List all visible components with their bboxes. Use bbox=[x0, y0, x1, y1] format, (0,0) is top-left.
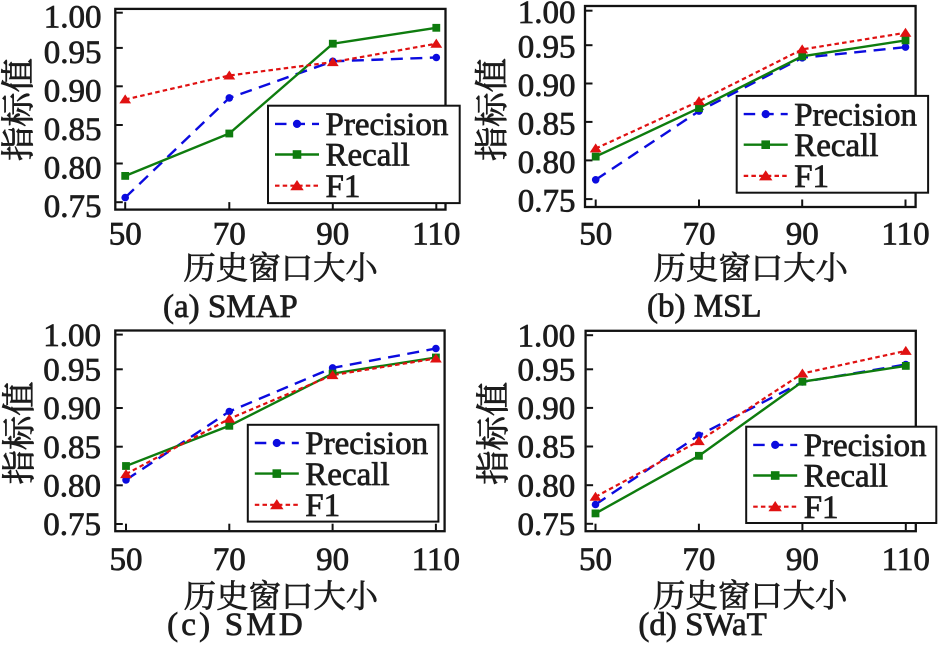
svg-text:70: 70 bbox=[213, 542, 246, 578]
svg-text:Precision: Precision bbox=[305, 426, 428, 462]
svg-text:0.85: 0.85 bbox=[518, 430, 576, 466]
svg-text:(d) SWaT: (d) SWaT bbox=[638, 607, 766, 643]
svg-text:Precision: Precision bbox=[794, 97, 917, 133]
svg-text:1.00: 1.00 bbox=[44, 0, 102, 36]
svg-text:0.95: 0.95 bbox=[518, 353, 576, 389]
svg-text:0.90: 0.90 bbox=[43, 391, 101, 427]
svg-text:0.90: 0.90 bbox=[518, 391, 576, 427]
svg-text:50: 50 bbox=[579, 542, 612, 578]
svg-text:90: 90 bbox=[786, 217, 819, 253]
svg-text:0.85: 0.85 bbox=[44, 112, 102, 148]
svg-text:70: 70 bbox=[213, 217, 246, 253]
svg-text:110: 110 bbox=[881, 217, 929, 253]
svg-text:0.95: 0.95 bbox=[44, 35, 102, 71]
svg-text:0.95: 0.95 bbox=[43, 353, 101, 389]
svg-text:90: 90 bbox=[786, 542, 819, 578]
svg-text:(c) SMD: (c) SMD bbox=[167, 607, 306, 643]
svg-text:1.00: 1.00 bbox=[518, 318, 576, 354]
svg-text:Recall: Recall bbox=[794, 128, 878, 164]
svg-text:Recall: Recall bbox=[305, 457, 389, 493]
svg-text:0.80: 0.80 bbox=[518, 145, 576, 181]
svg-text:F1: F1 bbox=[804, 490, 839, 526]
svg-text:0.75: 0.75 bbox=[44, 189, 102, 225]
svg-text:70: 70 bbox=[683, 217, 716, 253]
svg-text:0.80: 0.80 bbox=[518, 468, 576, 504]
svg-text:(a) SMAP: (a) SMAP bbox=[163, 289, 298, 325]
svg-text:(b) MSL: (b) MSL bbox=[647, 289, 762, 325]
svg-text:0.75: 0.75 bbox=[518, 507, 576, 543]
svg-text:Precision: Precision bbox=[804, 428, 927, 464]
svg-text:0.75: 0.75 bbox=[43, 507, 101, 543]
svg-text:70: 70 bbox=[682, 542, 715, 578]
svg-text:90: 90 bbox=[316, 542, 349, 578]
svg-text:90: 90 bbox=[316, 217, 349, 253]
svg-text:50: 50 bbox=[110, 542, 143, 578]
svg-text:0.85: 0.85 bbox=[43, 430, 101, 466]
svg-text:1.00: 1.00 bbox=[43, 318, 101, 354]
svg-text:0.75: 0.75 bbox=[518, 184, 576, 220]
svg-text:1.00: 1.00 bbox=[518, 0, 576, 31]
svg-text:Recall: Recall bbox=[804, 459, 888, 495]
svg-text:110: 110 bbox=[412, 217, 460, 253]
svg-text:0.95: 0.95 bbox=[518, 30, 576, 66]
svg-text:110: 110 bbox=[412, 542, 460, 578]
svg-text:0.85: 0.85 bbox=[518, 106, 576, 142]
svg-text:110: 110 bbox=[882, 542, 930, 578]
svg-text:Precision: Precision bbox=[326, 107, 449, 143]
svg-text:Recall: Recall bbox=[326, 138, 410, 174]
svg-text:50: 50 bbox=[109, 217, 142, 253]
svg-text:0.80: 0.80 bbox=[44, 151, 102, 187]
svg-text:F1: F1 bbox=[326, 169, 361, 205]
svg-text:0.90: 0.90 bbox=[518, 68, 576, 104]
svg-text:F1: F1 bbox=[305, 488, 340, 524]
svg-text:50: 50 bbox=[579, 217, 612, 253]
svg-text:0.90: 0.90 bbox=[44, 73, 102, 109]
svg-text:0.80: 0.80 bbox=[43, 469, 101, 505]
svg-text:F1: F1 bbox=[794, 159, 829, 195]
